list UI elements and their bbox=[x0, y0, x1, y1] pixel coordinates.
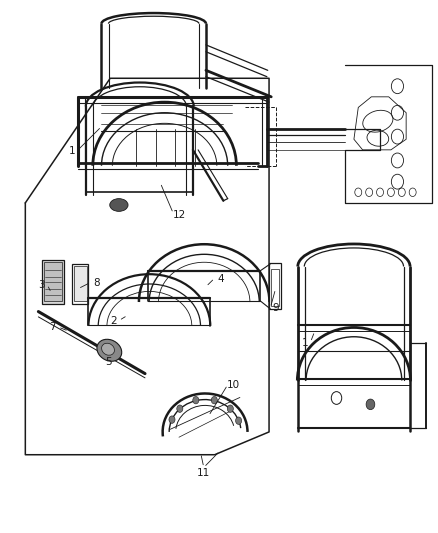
Text: 1: 1 bbox=[301, 338, 308, 348]
Text: 2: 2 bbox=[110, 316, 117, 326]
Text: 11: 11 bbox=[197, 469, 210, 478]
Circle shape bbox=[211, 397, 217, 404]
Bar bbox=[269, 263, 281, 309]
Text: 3: 3 bbox=[39, 280, 45, 290]
Circle shape bbox=[227, 405, 233, 413]
Text: 4: 4 bbox=[217, 273, 224, 284]
Text: 7: 7 bbox=[49, 322, 56, 333]
Ellipse shape bbox=[97, 340, 122, 361]
Text: 12: 12 bbox=[172, 209, 186, 220]
Bar bbox=[42, 260, 64, 304]
Bar bbox=[44, 262, 62, 302]
Text: 10: 10 bbox=[227, 380, 240, 390]
Text: 8: 8 bbox=[93, 278, 99, 288]
Bar bbox=[72, 264, 88, 304]
Circle shape bbox=[366, 399, 375, 410]
Text: 5: 5 bbox=[106, 357, 112, 367]
Text: 9: 9 bbox=[272, 303, 279, 313]
Ellipse shape bbox=[110, 199, 128, 212]
Circle shape bbox=[236, 417, 242, 424]
Circle shape bbox=[177, 405, 183, 413]
Text: 1: 1 bbox=[69, 146, 75, 156]
Bar bbox=[74, 266, 87, 302]
Bar bbox=[271, 269, 279, 306]
Circle shape bbox=[169, 416, 175, 423]
Ellipse shape bbox=[102, 343, 114, 355]
Circle shape bbox=[193, 397, 199, 404]
